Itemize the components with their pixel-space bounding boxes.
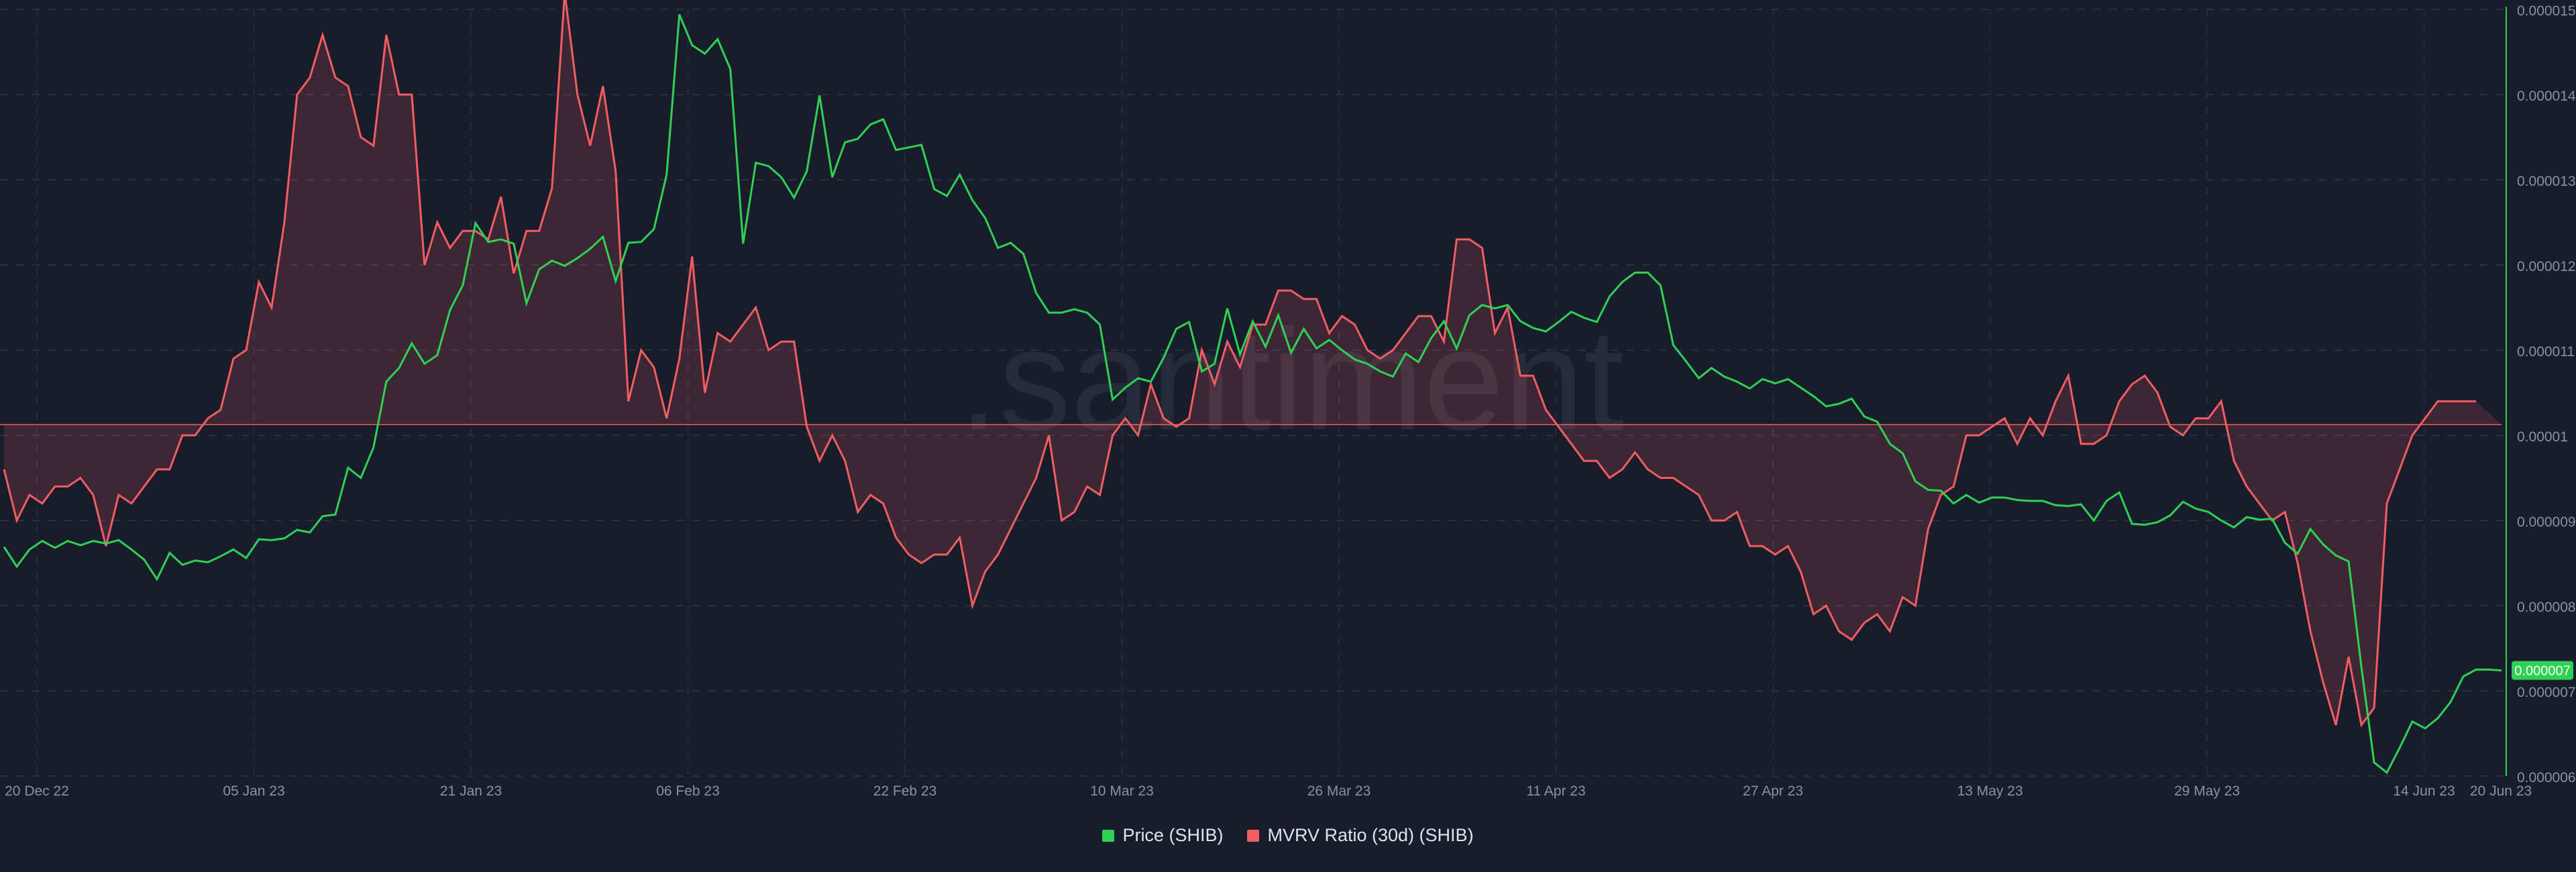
x-tick-label: 20 Dec 22 [5,783,69,799]
y-tick-label: 0.000013 [2517,174,2576,189]
mvrv-area [4,0,2502,725]
y-tick-label: 0.000014 [2517,89,2576,104]
legend-price-swatch [1102,829,1115,842]
x-tick-label: 14 Jun 23 [2393,783,2455,799]
y-tick-label: 0.000011 [2517,344,2575,360]
legend-item-price[interactable]: Price (SHIB) [1102,825,1223,846]
x-tick-label: 27 Apr 23 [1743,783,1803,799]
y-tick-label: 0.000015 [2517,3,2576,19]
price-badge [2512,661,2573,680]
legend-mvrv-label: MVRV Ratio (30d) (SHIB) [1267,825,1474,845]
x-tick-label: 22 Feb 23 [873,783,937,799]
x-tick-label: 13 May 23 [1957,783,2023,799]
legend: Price (SHIB) MVRV Ratio (30d) (SHIB) [0,825,2576,846]
x-tick-label: 29 May 23 [2174,783,2240,799]
legend-mvrv-swatch [1247,829,1260,842]
legend-price-label: Price (SHIB) [1122,825,1224,845]
y-tick-label: 0.00001 [2517,429,2568,445]
x-tick-label: 05 Jan 23 [223,783,284,799]
x-tick-label: 10 Mar 23 [1090,783,1154,799]
x-tick-label: 06 Feb 23 [656,783,720,799]
y-tick-label: 0.000009 [2517,514,2576,530]
mvrv-line[interactable] [3,0,2477,728]
price-line[interactable] [3,14,2502,775]
legend-item-mvrv[interactable]: MVRV Ratio (30d) (SHIB) [1247,825,1474,846]
watermark-text: .santiment [959,298,1624,460]
y-tick-label: 0.000006 [2517,770,2576,785]
y-tick-label: 0.000012 [2517,259,2576,274]
x-tick-label: 26 Mar 23 [1307,783,1371,799]
x-tick-label: 21 Jan 23 [440,783,502,799]
x-tick-label: 11 Apr 23 [1526,783,1585,799]
y-tick-label: 0.000007 [2517,685,2576,700]
price-badge-label: 0.000007 [2514,664,2570,679]
y-tick-label: 0.000008 [2517,600,2576,615]
x-tick-label: 20 Jun 23 [2470,783,2532,799]
